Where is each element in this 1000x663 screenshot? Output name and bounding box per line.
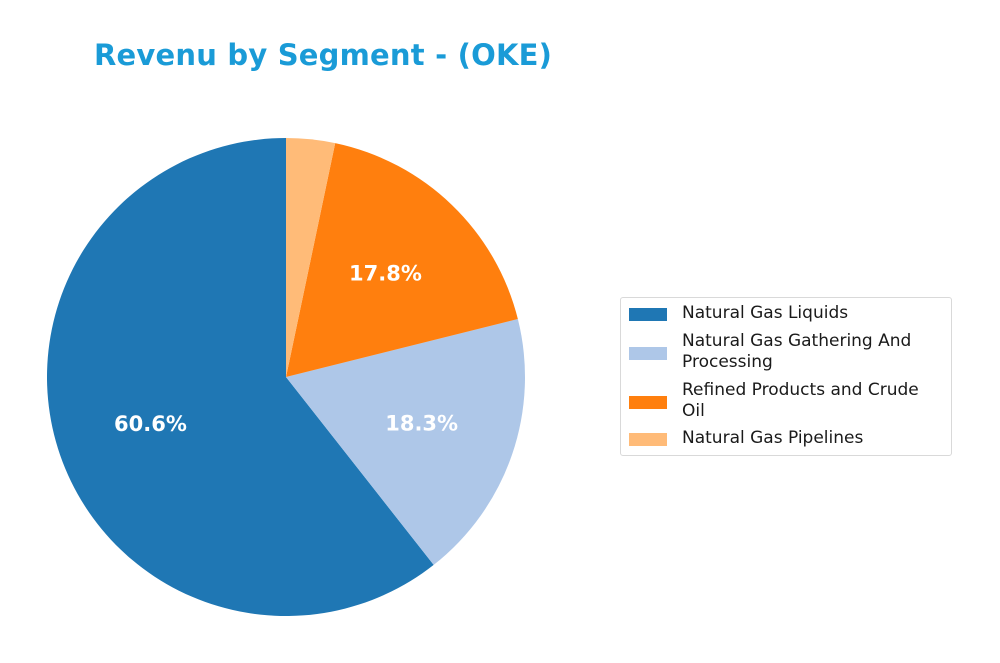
legend-label-line1: Refined Products and Crude — [682, 380, 919, 400]
pie-value-labels: 60.6% 18.3% 17.8% — [114, 262, 458, 436]
legend-label-line1: Natural Gas Gathering And — [682, 331, 912, 351]
legend: Natural Gas Liquids Natural Gas Gatherin… — [620, 297, 952, 456]
pie-slice-natural-gas-gathering-and-processing — [286, 319, 525, 565]
legend-label-line2: Oil — [682, 401, 705, 421]
pie-slice-refined-products-and-crude-oil — [286, 143, 518, 377]
pie-slice-natural-gas-liquids — [46, 138, 434, 616]
pie-value-label: 17.8% — [349, 262, 422, 286]
legend-swatch — [629, 308, 667, 321]
legend-swatch — [629, 396, 667, 409]
pie-value-label: 18.3% — [385, 411, 458, 435]
legend-label: Natural Gas Liquids — [682, 303, 849, 323]
legend-label: Natural Gas Pipelines — [682, 428, 864, 448]
pie-slice-natural-gas-pipelines — [286, 138, 336, 377]
chart-title: Revenu by Segment - (OKE) — [94, 38, 553, 72]
pie-slices — [46, 138, 525, 616]
legend-label-line2: Processing — [682, 352, 773, 372]
legend-swatch — [629, 347, 667, 360]
pie-value-label: 60.6% — [114, 412, 187, 436]
legend-swatch — [629, 433, 667, 446]
